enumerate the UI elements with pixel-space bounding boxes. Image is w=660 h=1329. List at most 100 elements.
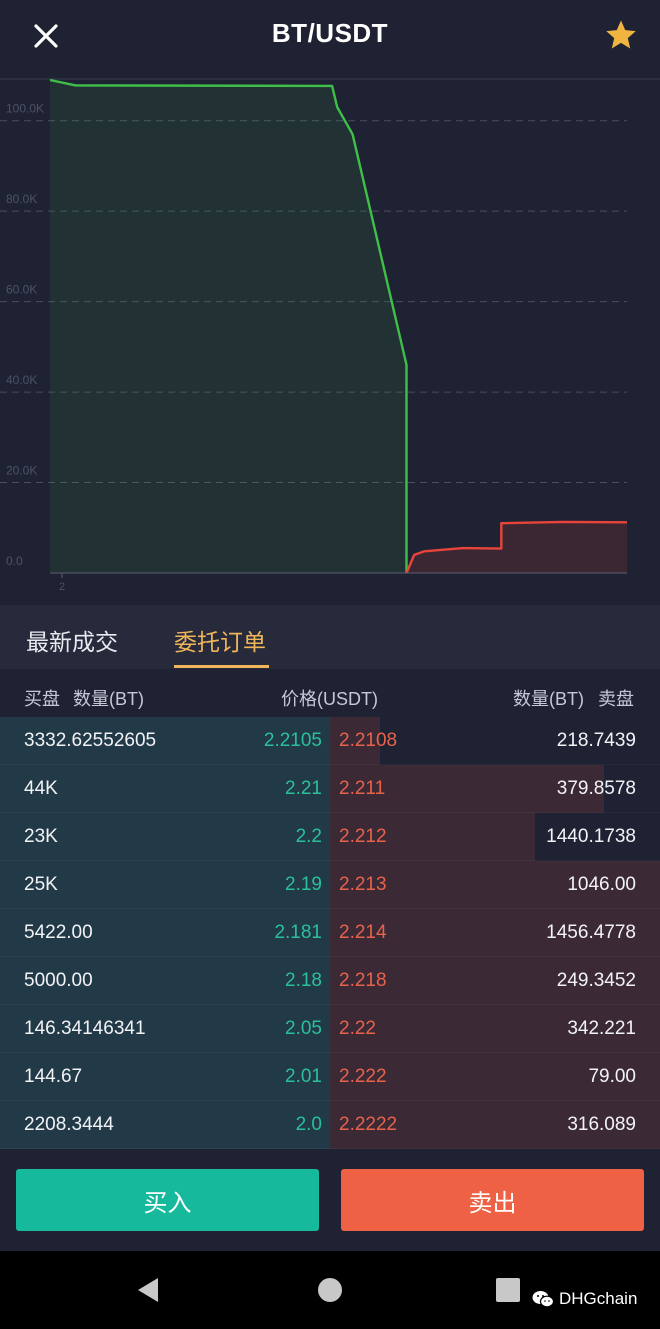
orderbook-row[interactable]: 2208.3444 2.0 2.2222 316.089 bbox=[0, 1101, 660, 1149]
row-divider bbox=[0, 1100, 660, 1101]
ask-quantity: 218.7439 bbox=[556, 730, 636, 751]
ask-depth-bar bbox=[330, 861, 660, 909]
close-button[interactable] bbox=[24, 14, 68, 58]
bid-depth-bar bbox=[0, 909, 330, 957]
row-divider bbox=[0, 908, 660, 909]
bid-quantity: 3332.62552605 bbox=[24, 730, 157, 751]
row-divider bbox=[0, 764, 660, 765]
asks-area bbox=[406, 521, 627, 573]
ask-depth-bar bbox=[330, 1053, 660, 1101]
wechat-icon bbox=[532, 1291, 554, 1308]
bid-quantity: 144.67 bbox=[24, 1066, 83, 1087]
tab-latest-trades[interactable]: 最新成交 bbox=[26, 629, 118, 655]
bid-quantity: 23K bbox=[24, 826, 58, 847]
buy-button[interactable]: 买入 bbox=[16, 1169, 319, 1231]
bid-depth-bar bbox=[0, 1053, 330, 1101]
orderbook-row[interactable]: 5000.00 2.18 2.218 249.3452 bbox=[0, 957, 660, 1005]
orderbook: 3332.62552605 2.2105 2.2108 218.7439 44K 2.21… bbox=[0, 717, 660, 1149]
ask-depth-bar bbox=[330, 1005, 660, 1053]
orderbook-row[interactable]: 3332.62552605 2.2105 2.2108 218.7439 bbox=[0, 717, 660, 765]
ask-price: 2.222 bbox=[339, 1066, 387, 1087]
bid-quantity: 146.34146341 bbox=[24, 1018, 146, 1039]
trade-actions: 买入 卖出 bbox=[0, 1149, 660, 1251]
bid-price: 2.21 bbox=[285, 778, 322, 799]
ask-depth-bar bbox=[330, 909, 660, 957]
favorite-button[interactable] bbox=[598, 12, 644, 58]
ask-price: 2.213 bbox=[339, 874, 387, 895]
active-tab-indicator bbox=[174, 665, 269, 668]
y-tick-label: 20.0K bbox=[6, 464, 37, 478]
row-divider bbox=[0, 956, 660, 957]
ask-depth-bar bbox=[330, 813, 535, 861]
sell-button[interactable]: 卖出 bbox=[341, 1169, 644, 1231]
orderbook-row[interactable]: 144.67 2.01 2.222 79.00 bbox=[0, 1053, 660, 1101]
x-tick-label: 2 bbox=[59, 581, 65, 593]
home-circle-icon[interactable] bbox=[318, 1278, 342, 1302]
orderbook-row[interactable]: 5422.00 2.181 2.214 1456.4778 bbox=[0, 909, 660, 957]
bid-price: 2.0 bbox=[295, 1114, 322, 1135]
bid-price: 2.181 bbox=[274, 922, 322, 943]
system-navbar: DHGchain bbox=[0, 1251, 660, 1329]
y-tick-label: 100.0K bbox=[6, 102, 44, 116]
depth-chart-svg: 100.0K 80.0K 60.0K 40.0K 20.0K 0.0 2 bbox=[0, 78, 660, 593]
tab-order-book[interactable]: 委托订单 bbox=[174, 629, 266, 655]
bid-quantity: 5000.00 bbox=[24, 970, 93, 991]
row-divider bbox=[0, 812, 660, 813]
bid-depth-bar bbox=[0, 957, 330, 1005]
bid-depth-bar bbox=[0, 813, 330, 861]
ask-depth-bar bbox=[330, 957, 660, 1005]
row-divider bbox=[0, 1052, 660, 1053]
pair-title: BT/USDT bbox=[271, 18, 389, 48]
ask-quantity: 1440.1738 bbox=[546, 826, 636, 847]
bid-depth-bar bbox=[0, 717, 330, 765]
ask-side-label: 卖盘 bbox=[598, 689, 634, 709]
ask-price: 2.218 bbox=[339, 970, 387, 991]
tab-bar: 最新成交 委托订单 bbox=[0, 605, 660, 669]
orderbook-row[interactable]: 44K 2.21 2.211 379.8578 bbox=[0, 765, 660, 813]
bid-price: 2.05 bbox=[285, 1018, 322, 1039]
ask-price: 2.2108 bbox=[339, 730, 398, 751]
watermark-text: DHGchain bbox=[559, 1289, 638, 1308]
orderbook-row[interactable]: 146.34146341 2.05 2.22 342.221 bbox=[0, 1005, 660, 1053]
price-header: 价格(USDT) bbox=[281, 689, 378, 709]
bid-depth-bar bbox=[0, 765, 330, 813]
app-header: BT/USDT bbox=[0, 0, 660, 78]
ask-quantity: 1456.4778 bbox=[546, 922, 636, 943]
bid-quantity: 2208.3444 bbox=[24, 1114, 114, 1135]
orderbook-row[interactable]: 23K 2.2 2.212 1440.1738 bbox=[0, 813, 660, 861]
bid-depth-bar bbox=[0, 1101, 330, 1149]
bid-price: 2.2105 bbox=[263, 730, 322, 751]
star-icon bbox=[606, 20, 636, 49]
watermark: DHGchain bbox=[532, 1289, 637, 1309]
ask-price: 2.2222 bbox=[339, 1114, 398, 1135]
close-icon bbox=[34, 24, 58, 48]
y-tick-label: 40.0K bbox=[6, 373, 37, 387]
bid-qty-header: 数量(BT) bbox=[73, 689, 144, 709]
ask-quantity: 342.221 bbox=[567, 1018, 636, 1039]
bid-quantity: 44K bbox=[24, 778, 58, 799]
bids-depth-line bbox=[49, 78, 408, 573]
back-triangle-icon[interactable] bbox=[134, 1275, 164, 1305]
orderbook-row[interactable]: 25K 2.19 2.213 1046.00 bbox=[0, 861, 660, 909]
ask-quantity: 1046.00 bbox=[567, 874, 636, 895]
bid-price: 2.2 bbox=[295, 826, 322, 847]
y-tick-label: 80.0K bbox=[6, 192, 37, 206]
bid-quantity: 5422.00 bbox=[24, 922, 93, 943]
bid-side-label: 买盘 bbox=[24, 689, 60, 709]
ask-depth-bar bbox=[330, 717, 380, 765]
depth-chart[interactable]: 100.0K 80.0K 60.0K 40.0K 20.0K 0.0 2 bbox=[0, 78, 660, 605]
ask-quantity: 79.00 bbox=[588, 1066, 636, 1087]
ask-quantity: 379.8578 bbox=[556, 778, 636, 799]
row-divider bbox=[0, 1004, 660, 1005]
bid-quantity: 25K bbox=[24, 874, 58, 895]
row-divider bbox=[0, 860, 660, 861]
orderbook-header: 买盘 数量(BT) 价格(USDT) 数量(BT) 卖盘 bbox=[0, 669, 660, 717]
row-divider bbox=[0, 1148, 660, 1149]
ask-depth-bar bbox=[330, 765, 604, 813]
ask-depth-bar bbox=[330, 1101, 660, 1149]
bid-price: 2.01 bbox=[285, 1066, 322, 1087]
recent-square-icon[interactable] bbox=[496, 1278, 520, 1302]
bid-depth-bar bbox=[0, 1005, 330, 1053]
ask-qty-header: 数量(BT) bbox=[513, 689, 584, 709]
y-tick-label: 0.0 bbox=[6, 554, 23, 568]
